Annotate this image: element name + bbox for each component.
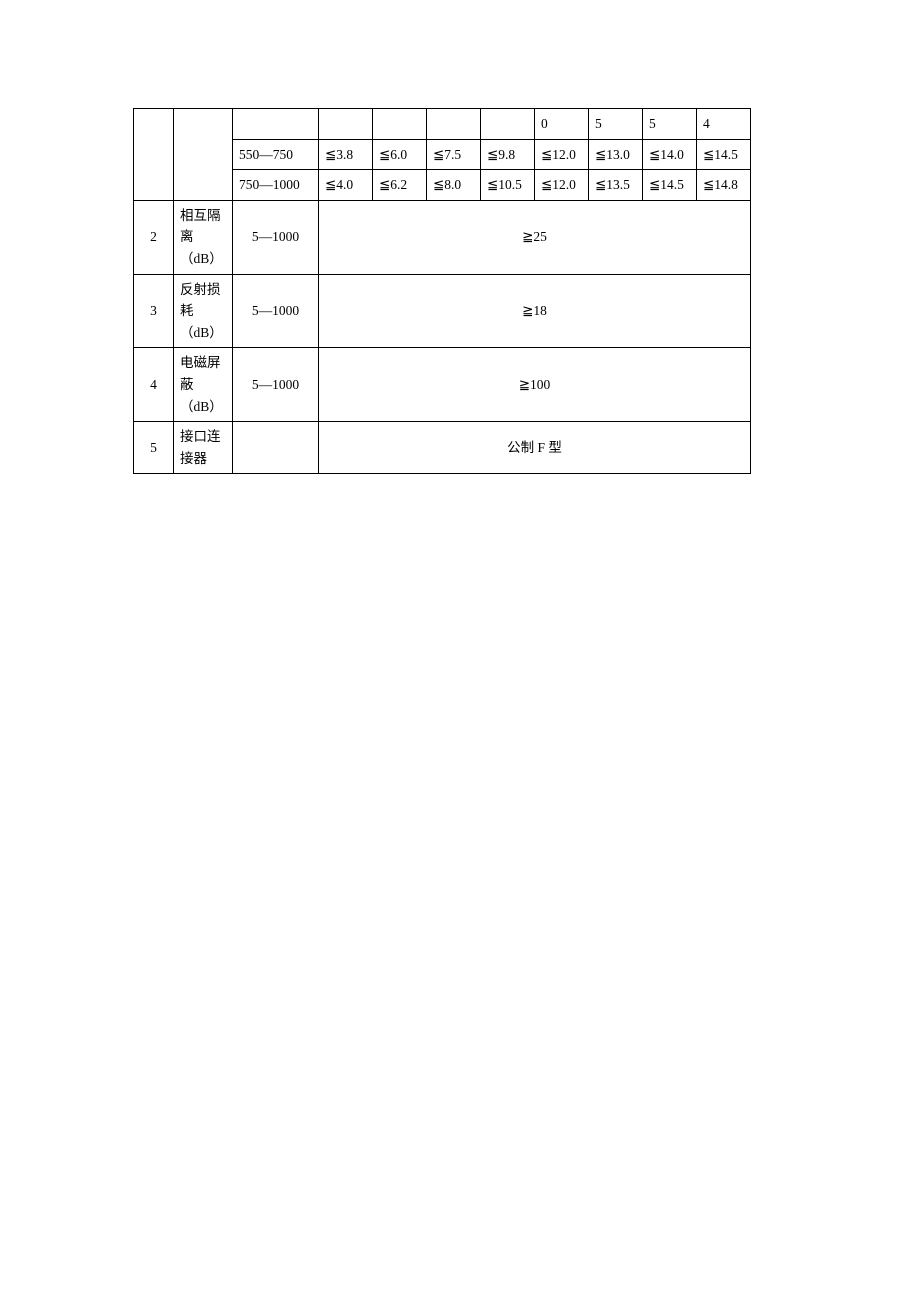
table-row: 0 5 5 4 bbox=[134, 109, 751, 140]
cell-parameter: 接口连接器 bbox=[174, 422, 233, 474]
cell-value: ≦14.8 bbox=[697, 170, 751, 201]
cell-blank bbox=[233, 109, 319, 140]
cell-index: 2 bbox=[134, 200, 174, 274]
cell-value: 5 bbox=[589, 109, 643, 140]
cell-value: ≦7.5 bbox=[427, 139, 481, 170]
table-row: 2 相互隔离（dB） 5—1000 ≧25 bbox=[134, 200, 751, 274]
cell-blank bbox=[427, 109, 481, 140]
cell-blank bbox=[481, 109, 535, 140]
cell-value: ≦12.0 bbox=[535, 139, 589, 170]
cell-value: ≦6.2 bbox=[373, 170, 427, 201]
cell-value: 4 bbox=[697, 109, 751, 140]
cell-index: 4 bbox=[134, 348, 174, 422]
cell-value: ≦4.0 bbox=[319, 170, 373, 201]
cell-spec-value: ≧100 bbox=[319, 348, 751, 422]
cell-value: ≦14.0 bbox=[643, 139, 697, 170]
cell-value: ≦9.8 bbox=[481, 139, 535, 170]
cell-value: ≦13.5 bbox=[589, 170, 643, 201]
cell-spec-value: 公制 F 型 bbox=[319, 422, 751, 474]
cell-freq-range bbox=[233, 422, 319, 474]
cell-blank bbox=[174, 109, 233, 201]
cell-value: ≦14.5 bbox=[643, 170, 697, 201]
cell-blank bbox=[134, 109, 174, 201]
cell-parameter: 相互隔离（dB） bbox=[174, 200, 233, 274]
spec-table: 0 5 5 4 550—750 ≦3.8 ≦6.0 ≦7.5 ≦9.8 ≦12.… bbox=[133, 108, 751, 474]
cell-index: 5 bbox=[134, 422, 174, 474]
cell-blank bbox=[373, 109, 427, 140]
cell-freq-range: 5—1000 bbox=[233, 274, 319, 348]
cell-spec-value: ≧18 bbox=[319, 274, 751, 348]
cell-parameter: 反射损耗（dB） bbox=[174, 274, 233, 348]
cell-value: 5 bbox=[643, 109, 697, 140]
cell-spec-value: ≧25 bbox=[319, 200, 751, 274]
table-row: 5 接口连接器 公制 F 型 bbox=[134, 422, 751, 474]
cell-value: ≦12.0 bbox=[535, 170, 589, 201]
cell-freq-range: 5—1000 bbox=[233, 348, 319, 422]
cell-freq-range: 550—750 bbox=[233, 139, 319, 170]
cell-freq-range: 5—1000 bbox=[233, 200, 319, 274]
cell-value: ≦6.0 bbox=[373, 139, 427, 170]
cell-value: ≦3.8 bbox=[319, 139, 373, 170]
cell-value: ≦13.0 bbox=[589, 139, 643, 170]
cell-value: ≦8.0 bbox=[427, 170, 481, 201]
cell-blank bbox=[319, 109, 373, 140]
cell-value: ≦10.5 bbox=[481, 170, 535, 201]
cell-value: ≦14.5 bbox=[697, 139, 751, 170]
cell-freq-range: 750—1000 bbox=[233, 170, 319, 201]
document-page: 0 5 5 4 550—750 ≦3.8 ≦6.0 ≦7.5 ≦9.8 ≦12.… bbox=[0, 0, 920, 474]
table-row: 3 反射损耗（dB） 5—1000 ≧18 bbox=[134, 274, 751, 348]
cell-value: 0 bbox=[535, 109, 589, 140]
cell-index: 3 bbox=[134, 274, 174, 348]
table-row: 4 电磁屏蔽（dB） 5—1000 ≧100 bbox=[134, 348, 751, 422]
cell-parameter: 电磁屏蔽（dB） bbox=[174, 348, 233, 422]
